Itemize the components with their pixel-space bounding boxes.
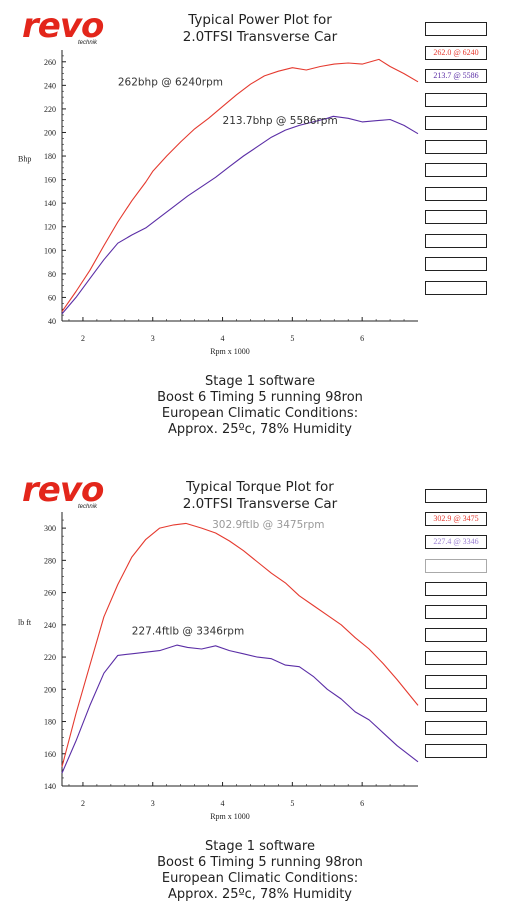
series-line-2 bbox=[61, 115, 419, 315]
y-tick-label: 40 bbox=[48, 317, 56, 326]
x-tick-label: 5 bbox=[290, 799, 294, 808]
y-tick-label: 240 bbox=[44, 81, 56, 90]
y-tick-label: 180 bbox=[44, 152, 56, 161]
legend-box-12 bbox=[425, 280, 487, 295]
x-tick-label: 6 bbox=[360, 799, 364, 808]
y-tick-label: 100 bbox=[44, 246, 56, 255]
y-tick-label: 180 bbox=[44, 718, 56, 727]
legend-box-2: 262.0 @ 6240 bbox=[425, 45, 487, 60]
peak-annotation-2: 227.4ftlb @ 3346rpm bbox=[132, 625, 244, 637]
caption-line-1: Stage 1 software bbox=[205, 839, 315, 854]
y-tick-label: 140 bbox=[44, 199, 56, 208]
x-tick-label: 3 bbox=[151, 799, 155, 808]
torque-chart: 140 160 180 200 220 240 260 280 300 2 3 4 5 6 Rpm x 10… bbox=[18, 512, 419, 821]
torque-plot-panel: revo technik Typical Torque Plot for 2.0… bbox=[0, 462, 520, 924]
caption-line-2: Boost 6 Timing 5 running 98ron bbox=[157, 390, 363, 405]
legend-box-11 bbox=[425, 721, 487, 735]
y-axis-label: lb ft bbox=[18, 618, 32, 627]
x-axis-label: Rpm x 1000 bbox=[210, 347, 250, 356]
legend-box-3: 213.7 @ 5586 bbox=[425, 69, 487, 83]
legend-box-9 bbox=[425, 210, 487, 224]
legend-box-9 bbox=[425, 674, 487, 689]
legend-box-1 bbox=[425, 489, 487, 503]
y-tick-label: 300 bbox=[44, 524, 56, 533]
chart-title: Typical Torque Plot for 2.0TFSI Transver… bbox=[120, 479, 400, 513]
y-tick-label: 240 bbox=[44, 621, 56, 630]
caption-line-3: European Climatic Conditions: bbox=[161, 406, 359, 421]
y-tick-label: 260 bbox=[44, 589, 56, 598]
revo-logo: revo technik bbox=[22, 6, 108, 52]
legend-box-7 bbox=[425, 628, 487, 643]
legend-box-6 bbox=[425, 139, 487, 154]
y-tick-label: 80 bbox=[48, 270, 56, 279]
series-line-1 bbox=[61, 58, 419, 312]
x-tick-label: 2 bbox=[81, 799, 85, 808]
power-chart: 40 60 80 100 120 140 160 180 200 220 240 260 2 3 4 5 6 Rp… bbox=[18, 50, 419, 356]
logo-subtext: technik bbox=[78, 40, 98, 46]
y-tick-label: 200 bbox=[44, 685, 56, 694]
y-tick-label: 220 bbox=[44, 653, 56, 662]
chart-title-line-2: 2.0TFSI Transverse Car bbox=[182, 496, 338, 512]
series-line-1 bbox=[61, 522, 419, 767]
y-tick-label: 160 bbox=[44, 750, 56, 759]
y-axis-label: Bhp bbox=[18, 155, 31, 164]
peak-annotation-2: 213.7bhp @ 5586rpm bbox=[223, 115, 338, 127]
x-axis-label: Rpm x 1000 bbox=[210, 812, 250, 821]
x-tick-label: 4 bbox=[221, 334, 225, 343]
legend-box-5 bbox=[425, 581, 487, 596]
legend-box-5 bbox=[425, 116, 487, 130]
logo-subtext: technik bbox=[78, 504, 98, 510]
peak-annotation-1: 262bhp @ 6240rpm bbox=[118, 76, 223, 88]
y-tick-label: 60 bbox=[48, 293, 56, 302]
legend-box-1 bbox=[425, 22, 487, 36]
caption-line-4: Approx. 25ºc, 78% Humidity bbox=[167, 422, 353, 437]
caption-line-3: European Climatic Conditions: bbox=[161, 871, 359, 886]
legend-box-4 bbox=[425, 92, 487, 107]
x-tick-label: 6 bbox=[360, 334, 364, 343]
revo-logo: revo technik bbox=[22, 470, 108, 516]
caption-line-1: Stage 1 software bbox=[205, 374, 315, 389]
power-plot-panel: revo technik Typical Power Plot for 2.0T… bbox=[18, 6, 487, 438]
caption-line-4: Approx. 25ºc, 78% Humidity bbox=[167, 887, 353, 902]
logo-wordmark: revo bbox=[22, 6, 104, 46]
y-tick-label: 280 bbox=[44, 556, 56, 565]
legend-box-4 bbox=[425, 558, 487, 573]
chart-title-line-2: 2.0TFSI Transverse Car bbox=[182, 29, 338, 45]
y-tick-label: 220 bbox=[44, 105, 56, 114]
y-tick-label: 140 bbox=[44, 782, 56, 791]
legend-box-11 bbox=[425, 257, 487, 271]
legend-box-10 bbox=[425, 233, 487, 248]
y-tick-label: 200 bbox=[44, 128, 56, 137]
legend-box-8 bbox=[425, 651, 487, 666]
legend-box-3: 227.4 @ 3346 bbox=[425, 535, 487, 550]
chart-title-line-1: Typical Torque Plot for bbox=[186, 479, 334, 495]
logo-wordmark: revo bbox=[22, 470, 104, 510]
chart-title: Typical Power Plot for 2.0TFSI Transvers… bbox=[120, 12, 400, 46]
legend-box-10 bbox=[425, 697, 487, 712]
legend-box-7 bbox=[425, 163, 487, 177]
chart-caption: Stage 1 software Boost 6 Timing 5 runnin… bbox=[60, 839, 460, 903]
chart-title-line-1: Typical Power Plot for bbox=[188, 12, 332, 28]
chart-caption: Stage 1 software Boost 6 Timing 5 runnin… bbox=[60, 374, 460, 438]
legend-box-2: 302.9 @ 3475 bbox=[425, 512, 487, 527]
legend-box-8 bbox=[425, 186, 487, 201]
y-tick-label: 120 bbox=[44, 223, 56, 232]
legend-box-6 bbox=[425, 605, 487, 619]
x-tick-label: 5 bbox=[290, 334, 294, 343]
peak-annotation-1: 302.9ftlb @ 3475rpm bbox=[212, 519, 324, 531]
y-tick-label: 260 bbox=[44, 58, 56, 67]
y-tick-label: 160 bbox=[44, 176, 56, 185]
x-tick-label: 2 bbox=[81, 334, 85, 343]
legend-box-12 bbox=[425, 744, 487, 759]
x-tick-label: 3 bbox=[151, 334, 155, 343]
x-tick-label: 4 bbox=[221, 799, 225, 808]
series-line-2 bbox=[61, 644, 419, 774]
caption-line-2: Boost 6 Timing 5 running 98ron bbox=[157, 855, 363, 870]
